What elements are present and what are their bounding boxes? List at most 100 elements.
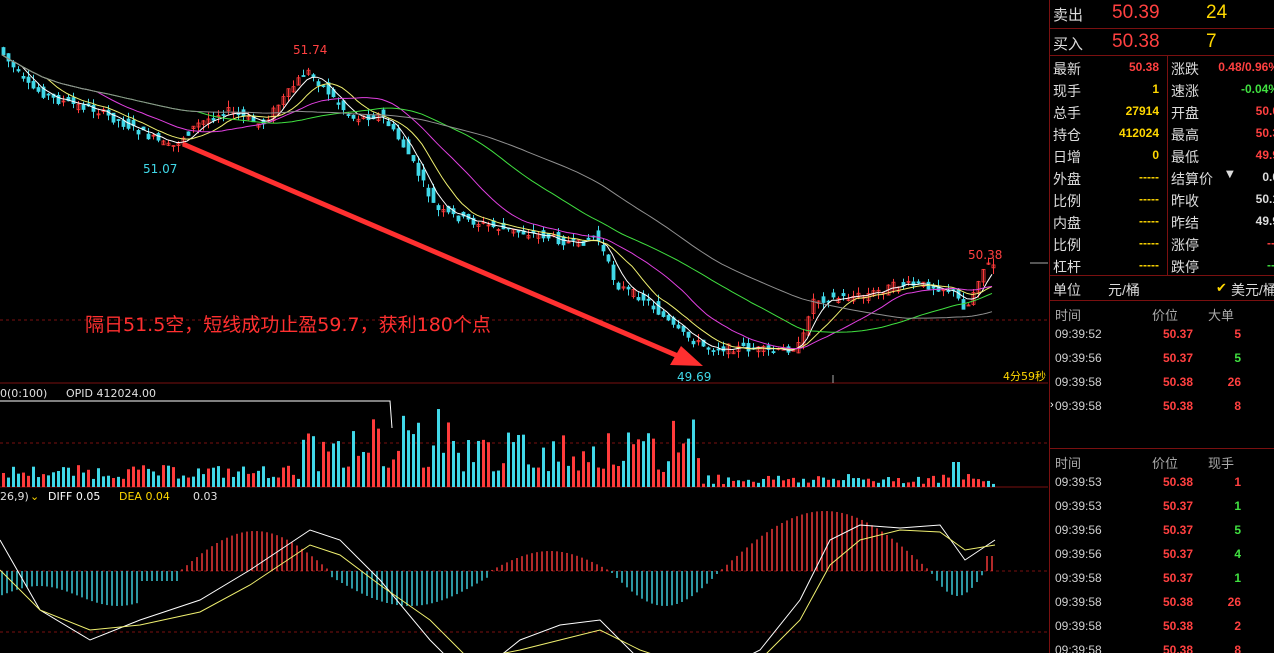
buy-quote-row[interactable]: 买入 50.38 7	[1050, 29, 1274, 57]
volume-bar	[937, 482, 940, 487]
volume-bar	[807, 482, 810, 487]
sell-quote-row[interactable]: 卖出 50.39 24	[1050, 0, 1274, 28]
stat-value: 49.9	[1255, 148, 1274, 162]
volume-bar	[227, 468, 230, 487]
volume-bar	[202, 474, 205, 487]
candle-body	[711, 350, 716, 352]
volume-bar	[727, 477, 730, 487]
volume-bar	[357, 455, 360, 487]
volume-bar	[742, 481, 745, 487]
stat-row: 最新 50.38	[1050, 56, 1167, 78]
candle-body	[761, 345, 766, 353]
volume-bar	[367, 452, 370, 487]
ma-line	[1, 54, 993, 319]
stat-label: 最高	[1171, 127, 1199, 143]
volume-bar	[902, 483, 905, 487]
trade-row[interactable]: 09:39:56 50.37 5	[1050, 518, 1274, 542]
volume-bar	[222, 477, 225, 487]
trade-row[interactable]: 09:39:58 50.38 26	[1050, 590, 1274, 614]
annotation-text: 隔日51.5空，短线成功止盈59.7，获利180个点	[85, 314, 491, 336]
candle-body	[326, 82, 331, 95]
trade-price: 50.37	[1162, 571, 1193, 585]
big-trade-row[interactable]: › 09:39:58 50.38 8	[1050, 394, 1274, 418]
volume-bar	[117, 476, 120, 487]
trade-row[interactable]: 09:39:53 50.37 1	[1050, 494, 1274, 518]
divider	[1050, 300, 1274, 301]
volume-bar	[32, 466, 35, 487]
volume-bar	[977, 479, 980, 487]
candle-body	[81, 104, 86, 110]
candle-body	[221, 114, 226, 116]
candle-body	[851, 295, 856, 302]
chevron-down-icon[interactable]: ⌄	[30, 490, 39, 503]
volume-bar	[487, 442, 490, 487]
candle-body	[111, 112, 116, 123]
volume-bar	[482, 439, 485, 487]
volume-bar	[662, 471, 665, 487]
volume-bar	[417, 422, 420, 487]
stat-value: 27914	[1125, 104, 1159, 118]
big-trade-row[interactable]: 09:39:56 50.37 5	[1050, 346, 1274, 370]
candle-body	[511, 229, 516, 234]
volume-bar	[112, 478, 115, 487]
chevron-down-icon[interactable]: ▼	[1226, 169, 1234, 180]
volume-bar	[372, 419, 375, 487]
candle-body	[76, 103, 81, 111]
stat-label: 杠杆	[1053, 259, 1081, 275]
trade-row[interactable]: 09:39:53 50.38 1	[1050, 470, 1274, 494]
volume-bar	[267, 478, 270, 487]
volume-bar	[622, 460, 625, 487]
candle-body	[526, 235, 531, 239]
volume-bar	[472, 462, 475, 487]
trade-volume: 8	[1234, 643, 1241, 653]
trade-row[interactable]: 09:39:56 50.37 4	[1050, 542, 1274, 566]
candle-body	[756, 346, 761, 353]
candle-body	[201, 120, 206, 125]
volume-bar	[327, 451, 330, 487]
volume-bar	[867, 478, 870, 487]
volume-bar	[687, 438, 690, 487]
volume-bar	[522, 434, 525, 487]
stat-value: -----	[1139, 214, 1159, 228]
big-trade-row[interactable]: 09:39:58 50.38 26	[1050, 370, 1274, 394]
volume-bar	[407, 430, 410, 487]
volume-bar	[72, 475, 75, 487]
trade-time: 09:39:58	[1055, 619, 1102, 633]
macd-header-params[interactable]: 26,9)	[0, 490, 29, 503]
opi-header-params[interactable]: 0(0:100)	[0, 387, 47, 400]
volume-bar	[857, 478, 860, 487]
trade-row[interactable]: 09:39:58 50.37 1	[1050, 566, 1274, 590]
volume-bar	[412, 434, 415, 487]
trade-row[interactable]: 09:39:58 50.38 2	[1050, 614, 1274, 638]
currency-toggle[interactable]: 美元/桶	[1231, 282, 1274, 298]
trade-price: 50.38	[1162, 375, 1193, 389]
candle-body	[841, 293, 846, 297]
cursor-marker-icon: ›	[1050, 399, 1054, 411]
candle-body	[286, 88, 291, 97]
volume-bar	[922, 483, 925, 487]
candle-body	[486, 224, 491, 227]
candle-body	[731, 351, 736, 355]
trade-volume: 1	[1234, 499, 1241, 513]
candle-body	[771, 351, 776, 353]
candle-body	[626, 286, 631, 290]
bar-countdown: 4分59秒	[1003, 369, 1046, 383]
volume-bar	[287, 465, 290, 487]
trade-time: 09:39:52	[1055, 327, 1102, 341]
trades-header-price: 价位	[1152, 456, 1179, 471]
price-chart[interactable]: 隔日51.5空，短线成功止盈59.7，获利180个点 51.74 51.07 4…	[0, 0, 1048, 653]
candle-body	[496, 229, 501, 231]
candle-body	[191, 125, 196, 129]
trade-row[interactable]: 09:39:58 50.38 8	[1050, 638, 1274, 653]
volume-bar	[272, 476, 275, 487]
big-trade-row[interactable]: 09:39:52 50.37 5	[1050, 322, 1274, 346]
chart-area[interactable]: 隔日51.5空，短线成功止盈59.7，获利180个点 51.74 51.07 4…	[0, 0, 1048, 653]
volume-bar	[212, 467, 215, 487]
volume-bar	[237, 471, 240, 487]
candle-body	[26, 76, 31, 83]
stat-label: 最低	[1171, 149, 1199, 165]
checkmark-icon[interactable]: ✔	[1216, 280, 1227, 295]
candle-body	[96, 113, 101, 116]
volume-bar	[852, 478, 855, 487]
volume-bar	[447, 422, 450, 487]
